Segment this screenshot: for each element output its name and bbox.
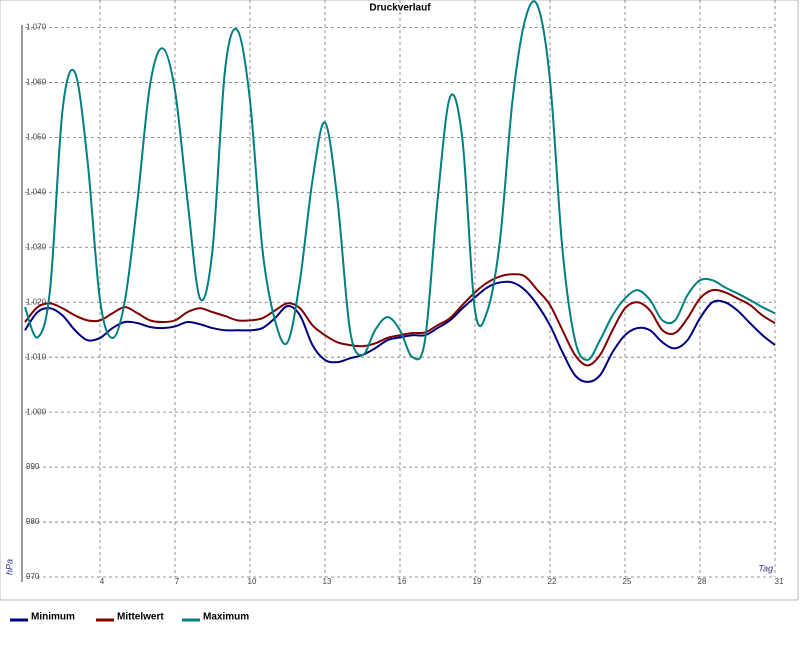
legend-label: Mittelwert (117, 612, 164, 623)
x-tick-label: 28 (698, 577, 707, 586)
x-tick-label: 31 (775, 577, 784, 586)
y-tick-label: 1.040 (26, 187, 47, 196)
y-tick-label: 1.050 (26, 132, 47, 141)
x-tick-label: 10 (248, 577, 257, 586)
y-tick-label: 990 (26, 462, 40, 471)
x-tick-label: 16 (398, 577, 407, 586)
y-axis-label: hPa (4, 559, 14, 575)
x-axis-label: Tag (758, 563, 773, 573)
x-tick-label: 7 (175, 577, 180, 586)
legend-label: Minimum (31, 612, 75, 623)
legend-label: Maximum (203, 612, 249, 623)
x-tick-label: 25 (623, 577, 632, 586)
y-tick-label: 980 (26, 517, 40, 526)
series-line (24, 0, 776, 361)
frame (0, 0, 799, 601)
series-line (24, 280, 776, 383)
y-tick-label: 1.070 (26, 23, 47, 32)
y-tick-label: 1.010 (26, 352, 47, 361)
x-tick-label: 19 (473, 577, 482, 586)
y-tick-label: 1.020 (26, 297, 47, 306)
y-tick-label: 970 (26, 572, 40, 581)
x-tick-label: 13 (323, 577, 332, 586)
y-tick-label: 1.000 (26, 407, 47, 416)
x-tick-label: 22 (548, 577, 557, 586)
y-tick-label: 1.030 (26, 242, 47, 251)
series-line (24, 273, 776, 367)
x-tick-label: 4 (100, 577, 105, 586)
y-tick-label: 1.060 (26, 78, 47, 87)
